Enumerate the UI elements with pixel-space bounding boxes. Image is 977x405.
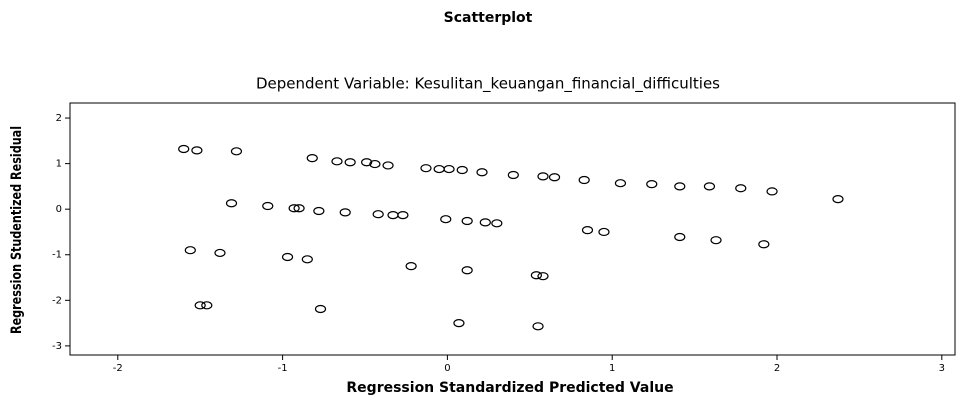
point bbox=[614, 179, 627, 188]
point bbox=[456, 165, 468, 175]
point bbox=[344, 158, 356, 167]
point bbox=[479, 218, 491, 227]
x-axis-title: Regression Standardized Predicted Value bbox=[346, 380, 673, 396]
y-tick-label: 0 bbox=[56, 204, 62, 215]
point bbox=[461, 266, 473, 275]
point bbox=[230, 147, 243, 156]
point bbox=[301, 255, 313, 264]
y-tick-label: 2 bbox=[56, 113, 62, 124]
point bbox=[735, 184, 747, 193]
point bbox=[433, 164, 445, 174]
point bbox=[461, 216, 473, 226]
point bbox=[530, 271, 542, 280]
point bbox=[184, 246, 196, 255]
point bbox=[532, 322, 544, 331]
point bbox=[387, 211, 399, 220]
point bbox=[405, 262, 417, 271]
point bbox=[361, 158, 373, 167]
x-tick-label: 1 bbox=[609, 363, 615, 374]
point bbox=[476, 168, 488, 177]
x-tick-label: 3 bbox=[939, 363, 945, 374]
point bbox=[537, 272, 549, 281]
point bbox=[369, 159, 381, 169]
point bbox=[537, 172, 549, 181]
point bbox=[281, 252, 294, 262]
point bbox=[313, 206, 325, 216]
point bbox=[306, 154, 318, 163]
point bbox=[288, 204, 300, 213]
point bbox=[507, 170, 519, 180]
point bbox=[293, 204, 305, 213]
y-tick-label: 1 bbox=[56, 159, 62, 170]
point bbox=[314, 304, 327, 314]
point bbox=[191, 146, 203, 155]
point bbox=[491, 219, 503, 228]
point bbox=[339, 208, 351, 217]
point bbox=[262, 201, 274, 211]
point bbox=[372, 210, 384, 219]
y-axis-title: Regression Studentized Residual bbox=[8, 126, 25, 334]
point bbox=[581, 226, 594, 235]
point bbox=[194, 301, 206, 310]
plot-frame bbox=[69, 102, 956, 356]
x-tick-label: -2 bbox=[113, 363, 123, 374]
chart-subtitle: Dependent Variable: Kesulitan_keuangan_f… bbox=[256, 75, 720, 94]
point bbox=[331, 157, 343, 166]
y-tick-label: -2 bbox=[52, 295, 62, 306]
point bbox=[703, 182, 716, 191]
point bbox=[178, 144, 190, 154]
point bbox=[201, 301, 213, 310]
point bbox=[397, 211, 409, 220]
x-tick-label: 0 bbox=[444, 363, 450, 374]
point bbox=[674, 182, 686, 191]
point bbox=[598, 227, 610, 237]
point bbox=[225, 199, 238, 208]
point bbox=[453, 319, 465, 328]
point bbox=[832, 195, 844, 204]
point bbox=[646, 180, 658, 189]
point bbox=[440, 215, 452, 224]
x-tick-label: -1 bbox=[278, 363, 288, 374]
chart-title: Scatterplot bbox=[444, 10, 533, 26]
x-tick-label: 2 bbox=[774, 363, 780, 374]
point bbox=[420, 164, 432, 173]
point bbox=[578, 175, 590, 185]
point bbox=[548, 173, 561, 182]
y-tick-label: -1 bbox=[52, 250, 62, 261]
point bbox=[214, 248, 226, 258]
point bbox=[766, 187, 778, 196]
point bbox=[674, 232, 686, 242]
y-tick-label: -3 bbox=[52, 341, 62, 352]
point bbox=[443, 164, 455, 174]
point bbox=[758, 240, 770, 249]
point bbox=[382, 161, 394, 170]
point bbox=[710, 236, 722, 245]
